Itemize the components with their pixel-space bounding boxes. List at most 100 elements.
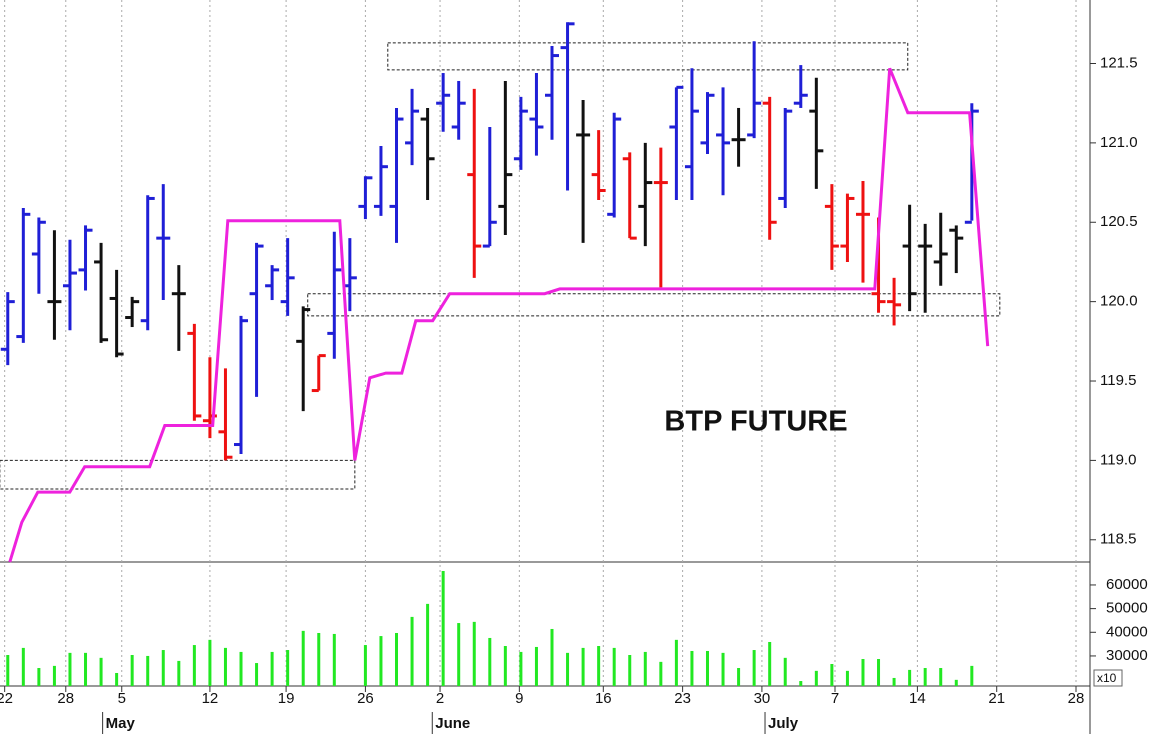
volume-bar (861, 659, 865, 686)
volume-bar (783, 657, 787, 686)
volume-bar (84, 652, 88, 686)
volume-bar (395, 632, 399, 686)
volume-bar (877, 659, 881, 686)
volume-bar (332, 633, 336, 686)
volume-bar (845, 670, 849, 686)
volume-bar (768, 641, 772, 686)
volume-bar (503, 646, 507, 686)
volume-bar (130, 655, 134, 686)
scale-label-box (1093, 669, 1123, 687)
x-tick-label: 28 (1068, 690, 1085, 707)
volume-bar (581, 647, 585, 686)
volume-bar (223, 647, 227, 686)
volume-bar (939, 668, 943, 686)
volume-bar (68, 652, 72, 686)
x-tick-label: 21 (988, 690, 1005, 707)
volume-bar (643, 651, 647, 686)
volume-bar (488, 637, 492, 686)
volume-bar (674, 639, 678, 686)
y-tick-label: 119.0 (1100, 451, 1136, 468)
volume-bar (426, 603, 430, 686)
volume-bar (192, 645, 196, 686)
volume-bar (737, 668, 741, 686)
volume-bar (363, 645, 367, 686)
volume-bar (705, 650, 709, 686)
volume-bar (255, 663, 259, 686)
x-tick-label: 30 (754, 690, 771, 707)
volume-bar (814, 670, 818, 686)
volume-bar (301, 630, 305, 686)
volume-bar (208, 639, 212, 686)
volume-bar (908, 669, 912, 686)
volume-bar (146, 655, 150, 686)
volume-bar (690, 650, 694, 686)
range-box (0, 459, 356, 490)
volume-bar (659, 661, 663, 686)
volume-bar (21, 647, 25, 686)
x-tick-label: 2 (436, 690, 444, 707)
volume-bar (923, 668, 927, 686)
y-tick-label: 30000 (1106, 647, 1148, 664)
y-tick-label: 121.0 (1100, 134, 1138, 151)
volume-bar (441, 570, 445, 686)
volume-bar (597, 646, 601, 686)
y-tick-label: 121.5 (1100, 54, 1138, 71)
volume-bar (628, 655, 632, 686)
y-tick-label: 50000 (1106, 600, 1148, 617)
month-label: July (768, 715, 799, 732)
volume-bar (752, 650, 756, 686)
volume-bar (239, 651, 243, 686)
volume-bar (286, 650, 290, 686)
y-tick-label: 119.5 (1100, 372, 1136, 389)
volume-bar (115, 672, 119, 686)
volume-bar (519, 651, 523, 686)
volume-bar (161, 650, 165, 686)
x-tick-label: 5 (118, 690, 126, 707)
volume-bar (892, 677, 896, 686)
x-tick-label: 28 (57, 690, 74, 707)
y-tick-label: 40000 (1106, 623, 1148, 640)
volume-bar (379, 636, 383, 686)
x-tick-label: 26 (357, 690, 374, 707)
x-tick-label: 23 (674, 690, 691, 707)
y-tick-label: 118.5 (1100, 531, 1136, 548)
x-tick-label: 12 (202, 690, 219, 707)
volume-bar (566, 652, 570, 686)
volume-bar (52, 665, 56, 686)
volume-bar (410, 616, 414, 686)
volume-bar (317, 632, 321, 686)
volume-bar (970, 665, 974, 686)
volume-bar (457, 623, 461, 686)
volume-bar (550, 628, 554, 686)
chart-title: BTP FUTURE (664, 406, 847, 438)
volume-bar (177, 660, 181, 686)
x-tick-label: 16 (595, 690, 612, 707)
x-tick-label: 7 (831, 690, 839, 707)
month-label: May (106, 715, 136, 732)
x-tick-label: 22 (0, 690, 13, 707)
scale-label: x10 (1097, 671, 1117, 685)
volume-bar (830, 663, 834, 686)
y-tick-label: 120.0 (1100, 293, 1138, 310)
volume-bar (954, 679, 958, 686)
volume-bar (99, 657, 103, 686)
volume-bar (472, 621, 476, 686)
volume-bar (37, 668, 41, 686)
x-tick-label: 19 (278, 690, 295, 707)
volume-bar (612, 647, 616, 686)
range-box (307, 293, 1001, 317)
x-tick-label: 9 (515, 690, 523, 707)
range-box (387, 42, 909, 71)
x-tick-label: 14 (909, 690, 926, 707)
volume-bar (721, 652, 725, 686)
volume-bar (799, 681, 803, 686)
y-tick-label: 60000 (1106, 576, 1148, 593)
volume-bar (6, 655, 10, 686)
support-line (8, 67, 990, 563)
month-label: June (435, 715, 470, 732)
volume-bar (534, 646, 538, 686)
volume-bar (270, 651, 274, 686)
y-tick-label: 120.5 (1100, 213, 1138, 230)
